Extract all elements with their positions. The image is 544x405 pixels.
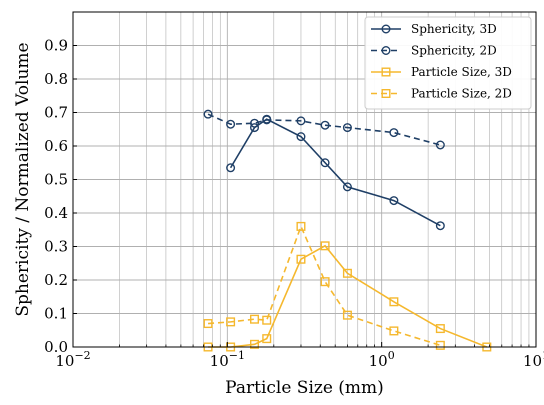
data-point: [203, 109, 213, 119]
data-point: [250, 314, 260, 324]
data-point: [262, 334, 272, 344]
data-point: [296, 254, 306, 264]
legend-box: [364, 16, 532, 110]
y-tick-label: 0.2: [44, 271, 68, 289]
data-point: [389, 128, 399, 138]
y-tick-label: 0.7: [44, 104, 68, 122]
data-point: [250, 118, 260, 128]
legend-marker: [381, 24, 391, 34]
x-tick-label: 101: [523, 349, 544, 370]
grid: [72, 12, 536, 348]
data-point: [342, 268, 352, 278]
legend-marker: [381, 88, 391, 98]
data-point: [342, 310, 352, 320]
data-point: [296, 132, 306, 142]
data-point: [435, 324, 445, 334]
data-point: [226, 163, 236, 173]
data-point: [250, 123, 260, 133]
series-4: [203, 221, 445, 350]
y-tick-label: 0.9: [44, 37, 68, 55]
data-point: [203, 319, 213, 329]
y-tick-label: 0.3: [44, 238, 68, 256]
data-point: [435, 221, 445, 231]
series-layer: [203, 109, 492, 352]
data-point: [320, 158, 330, 168]
series-line: [208, 244, 488, 348]
x-tick-label: 100: [369, 349, 395, 370]
y-tick-label: 0.6: [44, 137, 68, 155]
data-point: [320, 120, 330, 130]
legend-label: Particle Size, 3D: [411, 65, 512, 79]
x-tick-label: 10−1: [210, 349, 245, 370]
y-tick-label: 0.5: [44, 171, 68, 189]
legend-item: Particle Size, 2D: [371, 87, 512, 101]
x-axis-label: Particle Size (mm): [225, 378, 384, 398]
y-tick-label: 0.0: [44, 338, 68, 356]
data-point: [389, 196, 399, 206]
y-tick-label: 0.4: [44, 204, 68, 222]
ticks: 0.0 0.1 0.2 0.3 0.4 0.5 0.6 0.7 0.8 0.9 10−2 10−1 10…: [44, 37, 544, 371]
y-axis-label: Sphericity / Normalized Volume: [13, 42, 33, 316]
legend-item: Sphericity, 2D: [371, 44, 497, 58]
legend-label: Particle Size, 2D: [411, 87, 512, 101]
legend: Sphericity, 3D Sphericity, 2D Particle Siz…: [364, 16, 532, 110]
series-line: [207, 113, 441, 146]
series-line: [207, 224, 441, 347]
data-point: [296, 116, 306, 126]
data-point: [435, 140, 445, 150]
data-point: [320, 277, 330, 287]
data-point: [296, 221, 306, 231]
data-point: [389, 297, 399, 307]
data-point: [342, 182, 352, 192]
data-point: [320, 241, 330, 251]
y-tick-label: 0.1: [44, 305, 68, 323]
data-point: [389, 326, 399, 336]
legend-label: Sphericity, 2D: [411, 44, 497, 58]
legend-item: Particle Size, 3D: [371, 65, 512, 79]
y-tick-label: 0.8: [44, 70, 68, 88]
data-point: [262, 315, 272, 325]
legend-item: Sphericity, 3D: [371, 22, 497, 36]
data-point: [250, 339, 260, 349]
legend-marker: [381, 67, 391, 77]
data-point: [262, 115, 272, 125]
data-point: [342, 123, 352, 133]
legend-marker: [381, 46, 391, 56]
data-point: [226, 119, 236, 129]
x-tick-label: 10−2: [55, 349, 90, 370]
legend-label: Sphericity, 3D: [411, 22, 497, 36]
series-2: [203, 109, 445, 150]
data-point: [435, 340, 445, 350]
data-point: [226, 317, 236, 327]
